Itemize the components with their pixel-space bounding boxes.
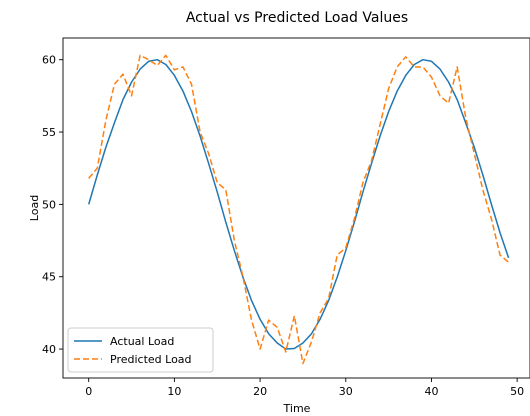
x-tick-label: 20 [253, 385, 267, 398]
x-tick-label: 10 [167, 385, 181, 398]
x-tick-label: 40 [424, 385, 438, 398]
y-tick-label: 55 [42, 126, 56, 139]
x-axis-ticks: 0 10 20 30 40 50 [85, 378, 524, 398]
y-tick-label: 45 [42, 271, 56, 284]
legend-label: Actual Load [110, 335, 174, 348]
plot-frame [62, 37, 530, 379]
x-tick-label: 0 [85, 385, 92, 398]
y-axis-ticks: 40 45 50 55 60 [42, 54, 63, 356]
legend-label: Predicted Load [110, 353, 192, 366]
x-tick-label: 50 [510, 385, 524, 398]
legend: Actual Load Predicted Load [67, 327, 214, 373]
y-tick-label: 50 [42, 198, 56, 211]
y-tick-label: 40 [42, 343, 56, 356]
y-axis-label: Load [28, 195, 41, 221]
predicted-load-line [88, 54, 510, 365]
chart-title: Actual vs Predicted Load Values [186, 10, 408, 26]
x-axis-label: Time [283, 402, 311, 415]
x-tick-label: 30 [339, 385, 353, 398]
plot-area [87, 54, 510, 365]
actual-load-line [87, 58, 510, 350]
y-tick-label: 60 [42, 54, 56, 67]
legend-box [67, 327, 214, 373]
